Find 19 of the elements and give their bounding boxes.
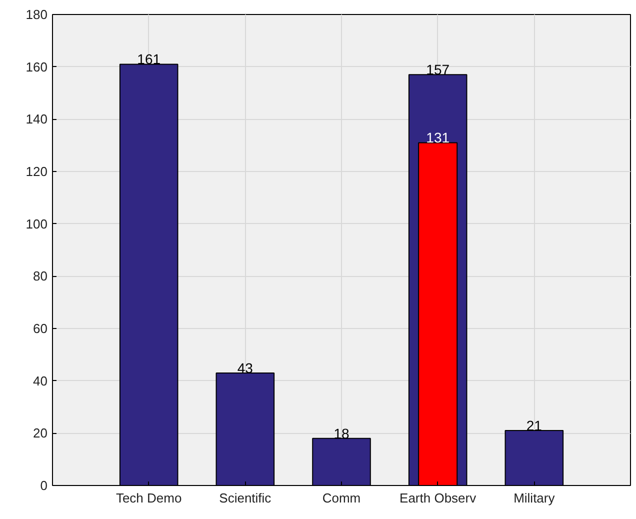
x-tick-label: Military [514, 490, 556, 506]
y-tick-label: 0 [40, 478, 48, 493]
y-tick-label: 120 [26, 164, 48, 179]
data-label: 161 [137, 51, 161, 68]
data-label: 43 [237, 360, 254, 376]
data-label: 157 [426, 62, 450, 78]
y-tick-label: 180 [26, 7, 48, 22]
y-tick-label: 40 [33, 373, 48, 388]
x-tick-label: Earth Observ [400, 490, 477, 506]
y-tick-label: 20 [33, 426, 48, 441]
y-tick-label: 100 [26, 216, 48, 232]
x-tick-label: Tech Demo [116, 490, 182, 506]
y-tick-label: 160 [26, 59, 48, 74]
y-tick-label: 80 [33, 268, 48, 284]
y-tick-label: 60 [33, 321, 48, 336]
y-tick-label: 140 [26, 112, 48, 127]
data-label: 131 [426, 130, 450, 146]
x-tick-label: Scientific [219, 490, 272, 506]
x-tick-label: Comm [322, 490, 361, 506]
